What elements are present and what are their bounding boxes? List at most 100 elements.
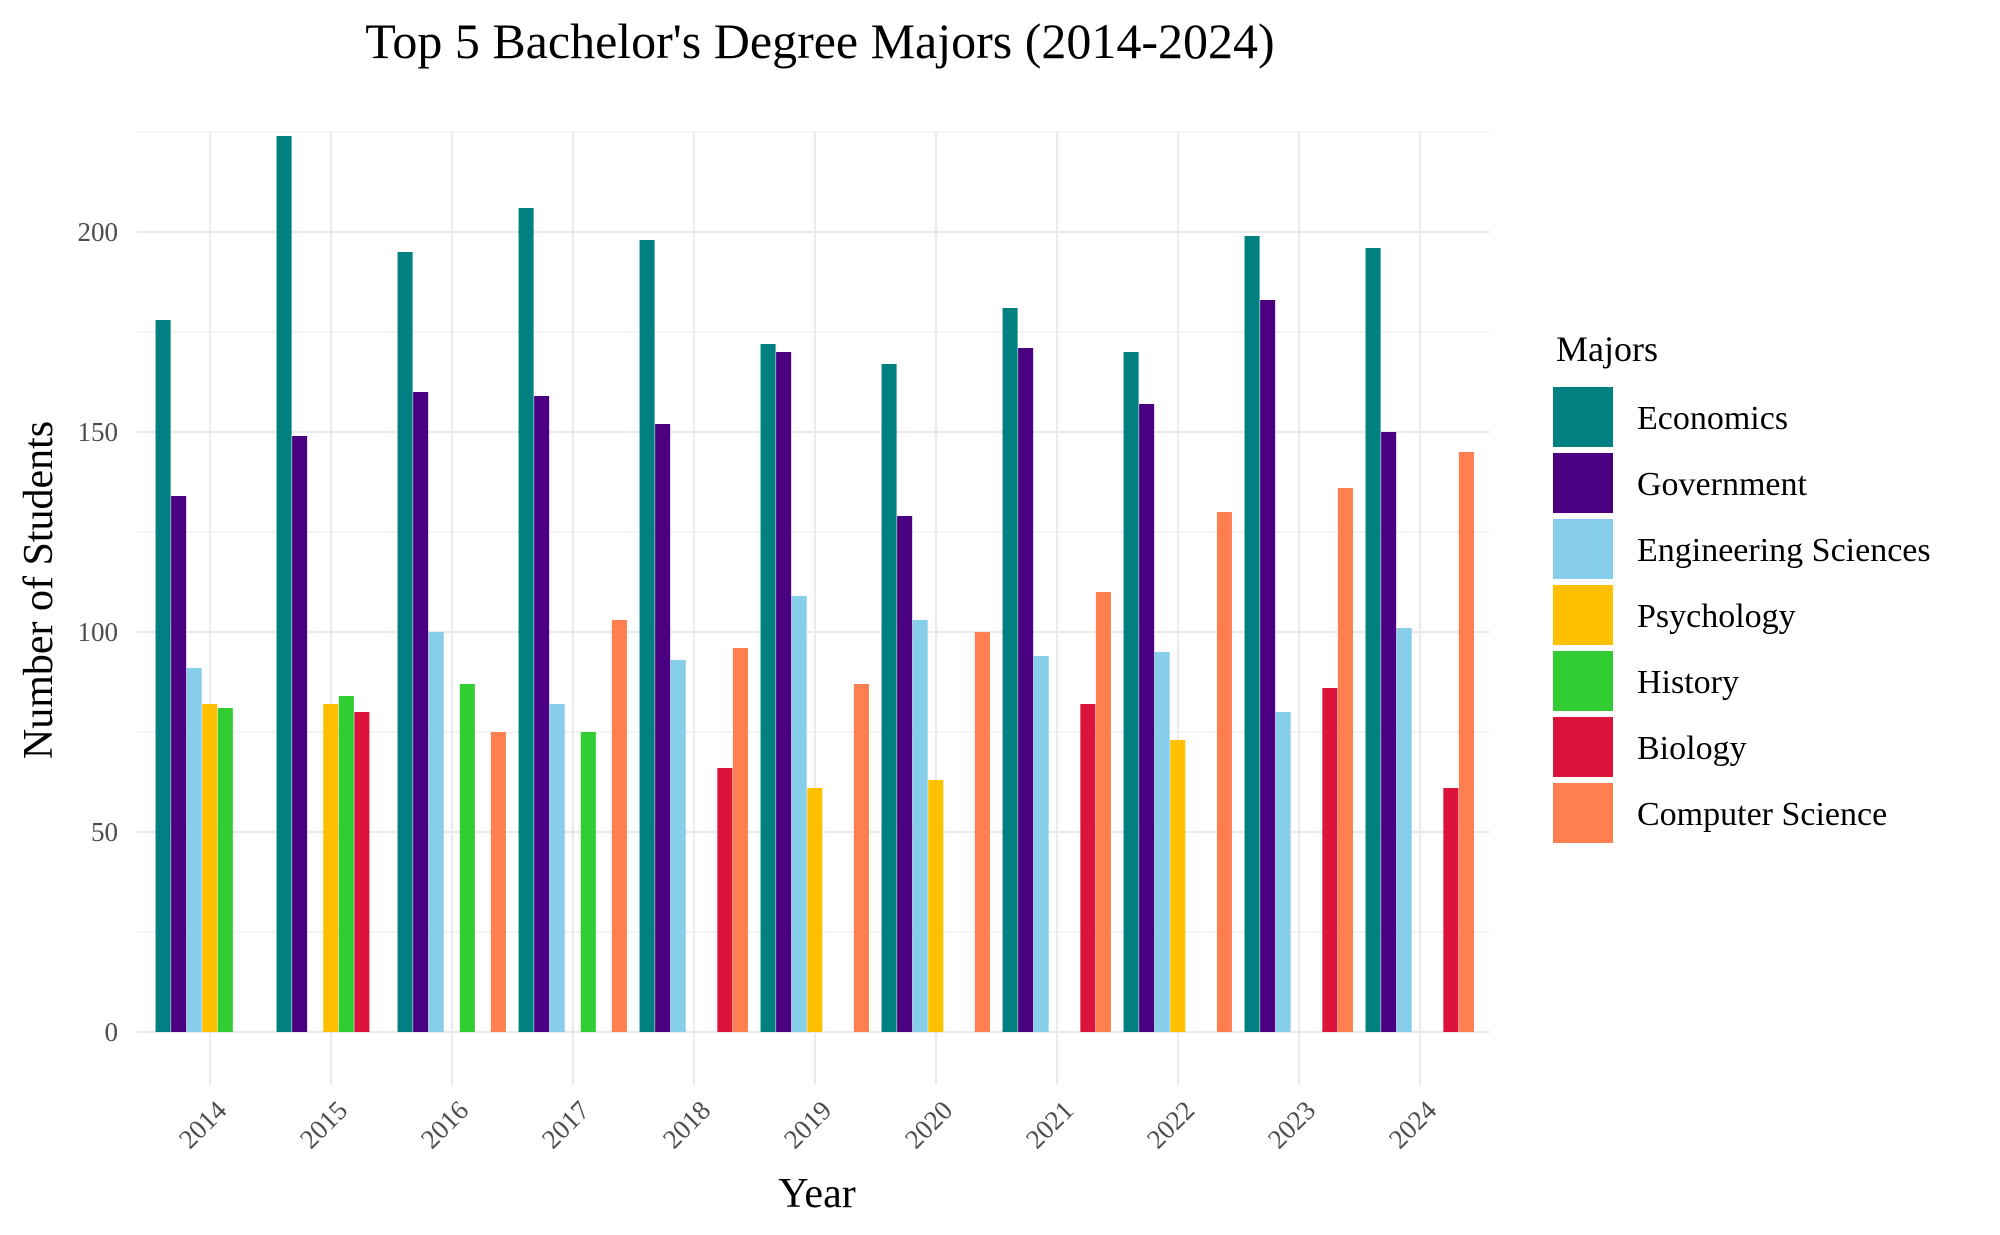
bar-computer-science-2023 <box>1337 488 1353 1032</box>
x-tick-label: 2021 <box>1020 1095 1079 1154</box>
bar-engineering-sciences-2017 <box>549 704 565 1032</box>
x-axis-title: Year <box>778 1171 855 1217</box>
bar-engineering-sciences-2014 <box>186 668 202 1032</box>
y-tick-label: 200 <box>78 217 119 247</box>
legend-item-engineering-sciences: Engineering Sciences <box>1553 519 1931 579</box>
legend-item-psychology: Psychology <box>1553 585 1796 645</box>
legend-label: Computer Science <box>1637 796 1887 833</box>
chart-title: Top 5 Bachelor's Degree Majors (2014-202… <box>365 13 1274 69</box>
x-axis-ticks: 2014 2015 2016 2017 2018 2019 2020 2021 2022 2023… <box>173 1095 1443 1155</box>
legend-key <box>1553 519 1613 579</box>
bar-psychology-2019 <box>807 788 823 1032</box>
bar-government-2018 <box>655 424 671 1032</box>
bar-biology-2015 <box>354 712 370 1032</box>
legend-label: Engineering Sciences <box>1637 532 1931 569</box>
bar-psychology-2022 <box>1170 740 1186 1032</box>
legend: Majors Economics Government Engineering Sc… <box>1553 329 1931 843</box>
y-axis-ticks: 0 50 100 150 200 <box>78 217 119 1047</box>
bar-economics-2018 <box>639 240 655 1032</box>
bar-economics-2024 <box>1365 248 1381 1032</box>
bar-economics-2021 <box>1002 308 1018 1032</box>
bar-engineering-sciences-2023 <box>1275 712 1291 1032</box>
bar-engineering-sciences-2021 <box>1033 656 1049 1032</box>
bar-history-2017 <box>580 732 596 1032</box>
y-tick-label: 100 <box>78 617 119 647</box>
bar-government-2023 <box>1260 300 1276 1032</box>
bar-history-2016 <box>459 684 475 1032</box>
bar-history-2015 <box>338 696 354 1032</box>
legend-label: Biology <box>1637 730 1747 767</box>
x-tick-label: 2018 <box>657 1095 716 1154</box>
bar-psychology-2020 <box>928 780 944 1032</box>
legend-label: History <box>1637 664 1739 701</box>
bar-biology-2021 <box>1080 704 1096 1032</box>
bar-government-2019 <box>776 352 792 1032</box>
bar-engineering-sciences-2016 <box>428 632 444 1032</box>
y-tick-label: 0 <box>105 1017 119 1047</box>
x-tick-label: 2024 <box>1383 1095 1443 1155</box>
bar-economics-2019 <box>760 344 776 1032</box>
bar-biology-2023 <box>1322 688 1338 1032</box>
bar-computer-science-2018 <box>732 648 748 1032</box>
x-tick-label: 2016 <box>415 1095 474 1154</box>
bar-government-2021 <box>1018 348 1034 1032</box>
x-tick-label: 2022 <box>1141 1095 1200 1154</box>
legend-key <box>1553 585 1613 645</box>
bar-economics-2017 <box>518 208 534 1032</box>
bar-economics-2015 <box>276 136 292 1032</box>
y-tick-label: 150 <box>78 417 119 447</box>
legend-item-biology: Biology <box>1553 717 1747 777</box>
bar-computer-science-2024 <box>1458 452 1474 1032</box>
bar-computer-science-2016 <box>490 732 506 1032</box>
bar-computer-science-2020 <box>974 632 990 1032</box>
legend-label: Psychology <box>1637 598 1796 635</box>
legend-key <box>1553 387 1613 447</box>
bar-government-2020 <box>897 516 913 1032</box>
bar-computer-science-2017 <box>611 620 627 1032</box>
x-tick-label: 2023 <box>1262 1095 1321 1154</box>
bar-economics-2020 <box>881 364 897 1032</box>
bar-economics-2022 <box>1123 352 1139 1032</box>
bar-government-2024 <box>1381 432 1397 1032</box>
bar-engineering-sciences-2022 <box>1154 652 1170 1032</box>
legend-key <box>1553 453 1613 513</box>
bar-computer-science-2021 <box>1095 592 1111 1032</box>
bar-computer-science-2019 <box>853 684 869 1032</box>
bar-government-2014 <box>171 496 187 1032</box>
legend-item-history: History <box>1553 651 1739 711</box>
x-tick-label: 2020 <box>899 1095 958 1154</box>
bar-economics-2023 <box>1244 236 1260 1032</box>
bar-computer-science-2022 <box>1216 512 1232 1032</box>
bar-government-2016 <box>413 392 429 1032</box>
legend-label: Economics <box>1637 400 1788 437</box>
x-tick-label: 2019 <box>778 1095 837 1154</box>
legend-key <box>1553 651 1613 711</box>
legend-title: Majors <box>1556 329 1658 369</box>
bar-engineering-sciences-2020 <box>912 620 928 1032</box>
bar-engineering-sciences-2018 <box>670 660 686 1032</box>
y-axis-title: Number of Students <box>16 421 62 759</box>
bar-biology-2018 <box>717 768 733 1032</box>
x-tick-label: 2015 <box>294 1095 353 1154</box>
bar-history-2014 <box>217 708 233 1032</box>
bar-economics-2016 <box>397 252 413 1032</box>
bar-engineering-sciences-2024 <box>1396 628 1412 1032</box>
bar-government-2015 <box>292 436 308 1032</box>
bars <box>155 136 1474 1032</box>
x-tick-label: 2017 <box>536 1095 595 1154</box>
legend-label: Government <box>1637 466 1808 503</box>
bar-government-2022 <box>1139 404 1155 1032</box>
bar-psychology-2015 <box>323 704 339 1032</box>
bar-government-2017 <box>534 396 550 1032</box>
bar-biology-2024 <box>1443 788 1459 1032</box>
bar-engineering-sciences-2019 <box>791 596 807 1032</box>
legend-key <box>1553 783 1613 843</box>
legend-key <box>1553 717 1613 777</box>
legend-item-computer-science: Computer Science <box>1553 783 1887 843</box>
bar-economics-2014 <box>155 320 171 1032</box>
bar-psychology-2014 <box>202 704 218 1032</box>
x-tick-label: 2014 <box>173 1095 233 1155</box>
legend-item-government: Government <box>1553 453 1808 513</box>
legend-item-economics: Economics <box>1553 387 1788 447</box>
